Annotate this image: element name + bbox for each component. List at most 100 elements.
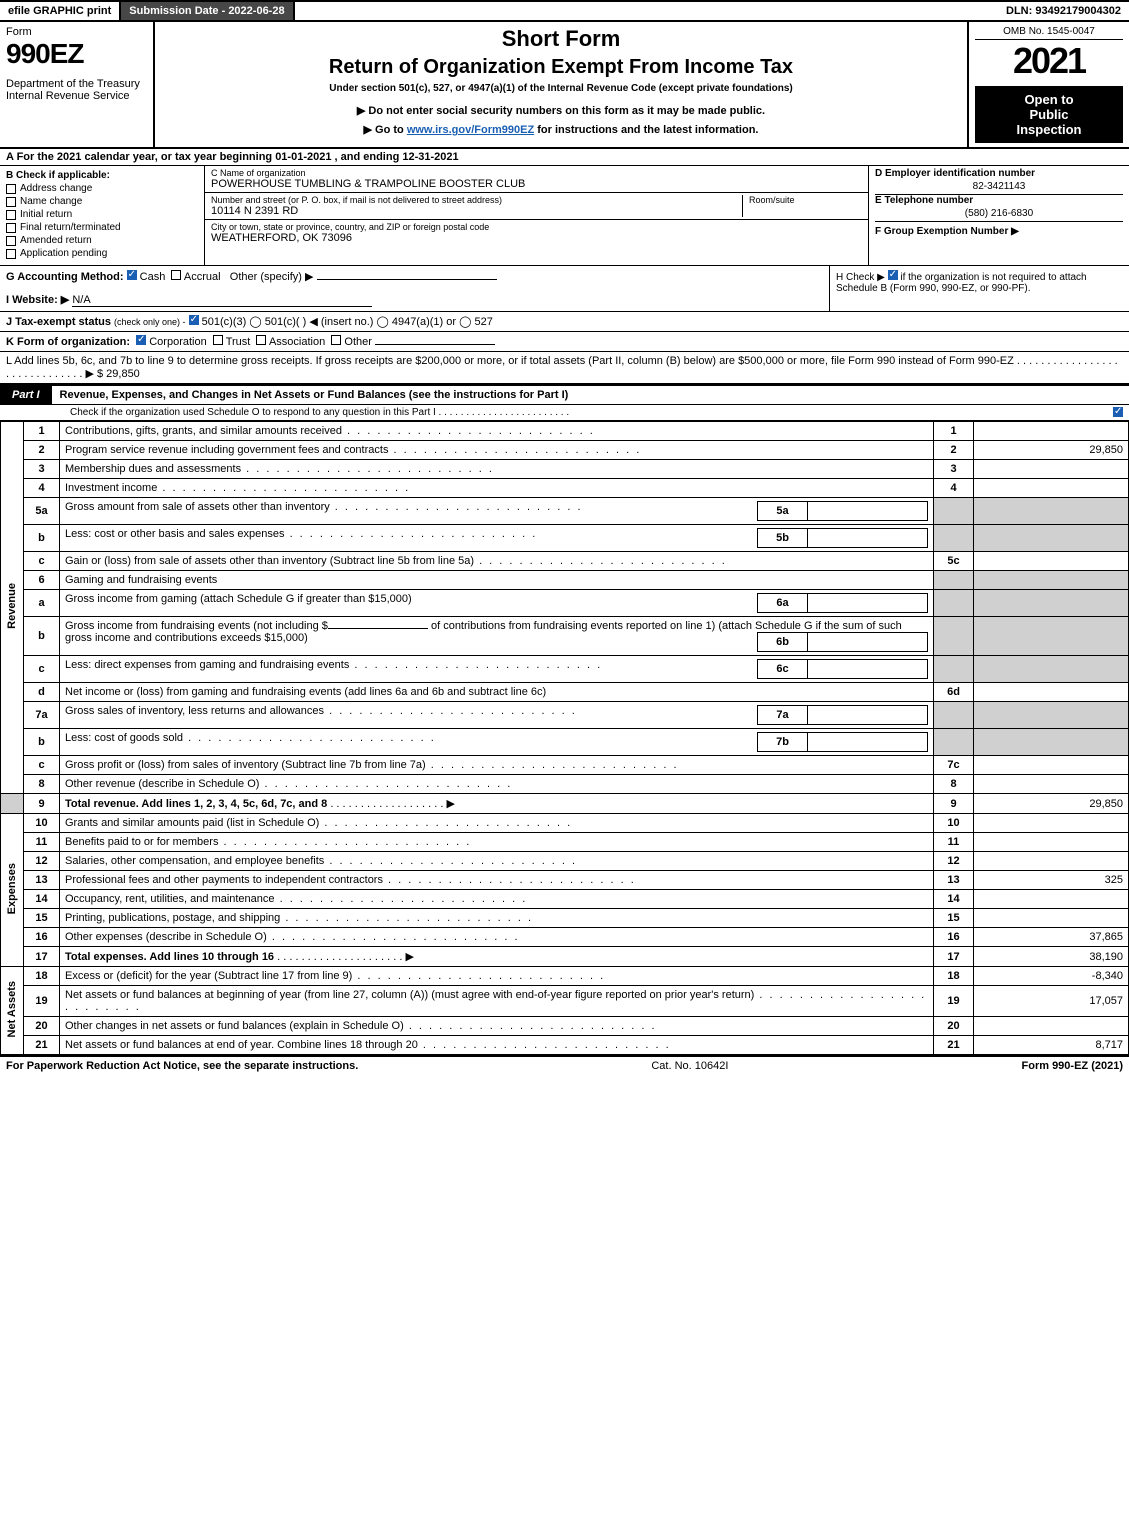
section-j: J Tax-exempt status (check only one) - 5… [0, 312, 1129, 332]
cb-accrual[interactable] [171, 270, 181, 280]
accounting-method-label: G Accounting Method: [6, 271, 124, 283]
section-h: H Check ▶ if the organization is not req… [829, 266, 1129, 311]
line-20-value [974, 1017, 1129, 1036]
line-11-desc: Benefits paid to or for members [60, 833, 934, 852]
footer-left: For Paperwork Reduction Act Notice, see … [6, 1060, 358, 1072]
section-gh: G Accounting Method: Cash Accrual Other … [0, 266, 1129, 312]
cb-name-change[interactable]: Name change [6, 196, 198, 207]
irs-link[interactable]: www.irs.gov/Form990EZ [407, 124, 534, 136]
section-b: B Check if applicable: Address change Na… [0, 166, 205, 265]
cb-schedule-o[interactable] [1113, 407, 1123, 417]
cb-application-pending[interactable]: Application pending [6, 248, 198, 259]
line-19-value: 17,057 [974, 986, 1129, 1017]
phone-value: (580) 216-6830 [875, 206, 1123, 222]
room-label: Room/suite [749, 195, 862, 205]
line-2-desc: Program service revenue including govern… [60, 441, 934, 460]
line-11-value [974, 833, 1129, 852]
line-13-value: 325 [974, 871, 1129, 890]
cb-amended-return[interactable]: Amended return [6, 235, 198, 246]
line-6b-desc: Gross income from fundraising events (no… [60, 617, 934, 656]
line-8-desc: Other revenue (describe in Schedule O) [60, 775, 934, 794]
instr-2: ▶ Go to www.irs.gov/Form990EZ for instru… [161, 123, 961, 136]
form-number: 990EZ [6, 38, 147, 70]
side-revenue: Revenue [1, 422, 24, 794]
cb-cash[interactable] [127, 270, 137, 280]
line-18-value: -8,340 [974, 967, 1129, 986]
cb-address-change[interactable]: Address change [6, 183, 198, 194]
line-6c-desc: Less: direct expenses from gaming and fu… [60, 656, 934, 683]
part-1-header: Part I Revenue, Expenses, and Changes in… [0, 384, 1129, 405]
tax-year: 2021 [975, 40, 1123, 82]
footer-form-ref: Form 990-EZ (2021) [1022, 1060, 1124, 1072]
line-1-value [974, 422, 1129, 441]
section-def: D Employer identification number 82-3421… [869, 166, 1129, 265]
side-expenses: Expenses [1, 814, 24, 967]
return-title: Return of Organization Exempt From Incom… [161, 56, 961, 79]
ein-label: D Employer identification number [875, 168, 1123, 179]
line-21-desc: Net assets or fund balances at end of ye… [60, 1036, 934, 1055]
line-6d-value [974, 683, 1129, 702]
cb-corporation[interactable] [136, 335, 146, 345]
dept-label: Department of the Treasury [6, 78, 147, 90]
part-1-sub: Check if the organization used Schedule … [0, 405, 1129, 421]
line-3-desc: Membership dues and assessments [60, 460, 934, 479]
section-b-title: B Check if applicable: [6, 170, 198, 181]
line-17-desc: Total expenses. Add lines 10 through 16 … [60, 947, 934, 967]
line-15-desc: Printing, publications, postage, and shi… [60, 909, 934, 928]
dln: DLN: 93492179004302 [998, 2, 1129, 20]
line-9-desc: Total revenue. Add lines 1, 2, 3, 4, 5c,… [60, 794, 934, 814]
line-1-desc: Contributions, gifts, grants, and simila… [60, 422, 934, 441]
efile-print[interactable]: efile GRAPHIC print [0, 2, 121, 20]
cb-association[interactable] [256, 335, 266, 345]
cb-schedule-b[interactable] [888, 270, 898, 280]
line-5b-desc: Less: cost or other basis and sales expe… [60, 525, 934, 552]
form-label: Form [6, 26, 147, 38]
cb-trust[interactable] [213, 335, 223, 345]
line-4-value [974, 479, 1129, 498]
phone-label: E Telephone number [875, 195, 1123, 206]
footer-cat-no: Cat. No. 10642I [358, 1060, 1021, 1072]
instr-1: ▶ Do not enter social security numbers o… [161, 104, 961, 117]
line-17-value: 38,190 [974, 947, 1129, 967]
line-13-desc: Professional fees and other payments to … [60, 871, 934, 890]
page-footer: For Paperwork Reduction Act Notice, see … [0, 1055, 1129, 1075]
line-7c-value [974, 756, 1129, 775]
under-section: Under section 501(c), 527, or 4947(a)(1)… [161, 83, 961, 94]
info-row-bcdef: B Check if applicable: Address change Na… [0, 166, 1129, 266]
line-7b-desc: Less: cost of goods sold 7b [60, 729, 934, 756]
line-10-value [974, 814, 1129, 833]
line-10-desc: Grants and similar amounts paid (list in… [60, 814, 934, 833]
website-label: I Website: ▶ [6, 294, 69, 306]
city-state-zip: WEATHERFORD, OK 73096 [211, 232, 862, 244]
street-address: 10114 N 2391 RD [211, 205, 742, 217]
section-k: K Form of organization: Corporation Trus… [0, 332, 1129, 352]
line-5a-desc: Gross amount from sale of assets other t… [60, 498, 934, 525]
section-a: A For the 2021 calendar year, or tax yea… [0, 149, 1129, 166]
part-1-table: Revenue 1Contributions, gifts, grants, a… [0, 421, 1129, 1055]
short-form-title: Short Form [161, 26, 961, 52]
form-header: Form 990EZ Department of the Treasury In… [0, 22, 1129, 149]
cb-final-return[interactable]: Final return/terminated [6, 222, 198, 233]
ein-value: 82-3421143 [875, 179, 1123, 195]
org-name: POWERHOUSE TUMBLING & TRAMPOLINE BOOSTER… [211, 178, 862, 190]
line-20-desc: Other changes in net assets or fund bala… [60, 1017, 934, 1036]
gross-receipts-value: 29,850 [106, 368, 140, 380]
line-9-value: 29,850 [974, 794, 1129, 814]
cb-other[interactable] [331, 335, 341, 345]
line-12-value [974, 852, 1129, 871]
line-15-value [974, 909, 1129, 928]
line-7c-desc: Gross profit or (loss) from sales of inv… [60, 756, 934, 775]
line-3-value [974, 460, 1129, 479]
org-name-label: C Name of organization [211, 168, 862, 178]
side-net-assets: Net Assets [1, 967, 24, 1055]
line-4-desc: Investment income [60, 479, 934, 498]
line-16-desc: Other expenses (describe in Schedule O) [60, 928, 934, 947]
cb-501c3[interactable] [189, 315, 199, 325]
line-14-desc: Occupancy, rent, utilities, and maintena… [60, 890, 934, 909]
line-6-desc: Gaming and fundraising events [60, 571, 934, 590]
line-7a-desc: Gross sales of inventory, less returns a… [60, 702, 934, 729]
submission-date: Submission Date - 2022-06-28 [121, 2, 294, 20]
group-exemption-label: F Group Exemption Number ▶ [875, 226, 1123, 237]
cb-initial-return[interactable]: Initial return [6, 209, 198, 220]
part-1-tab: Part I [0, 386, 52, 404]
